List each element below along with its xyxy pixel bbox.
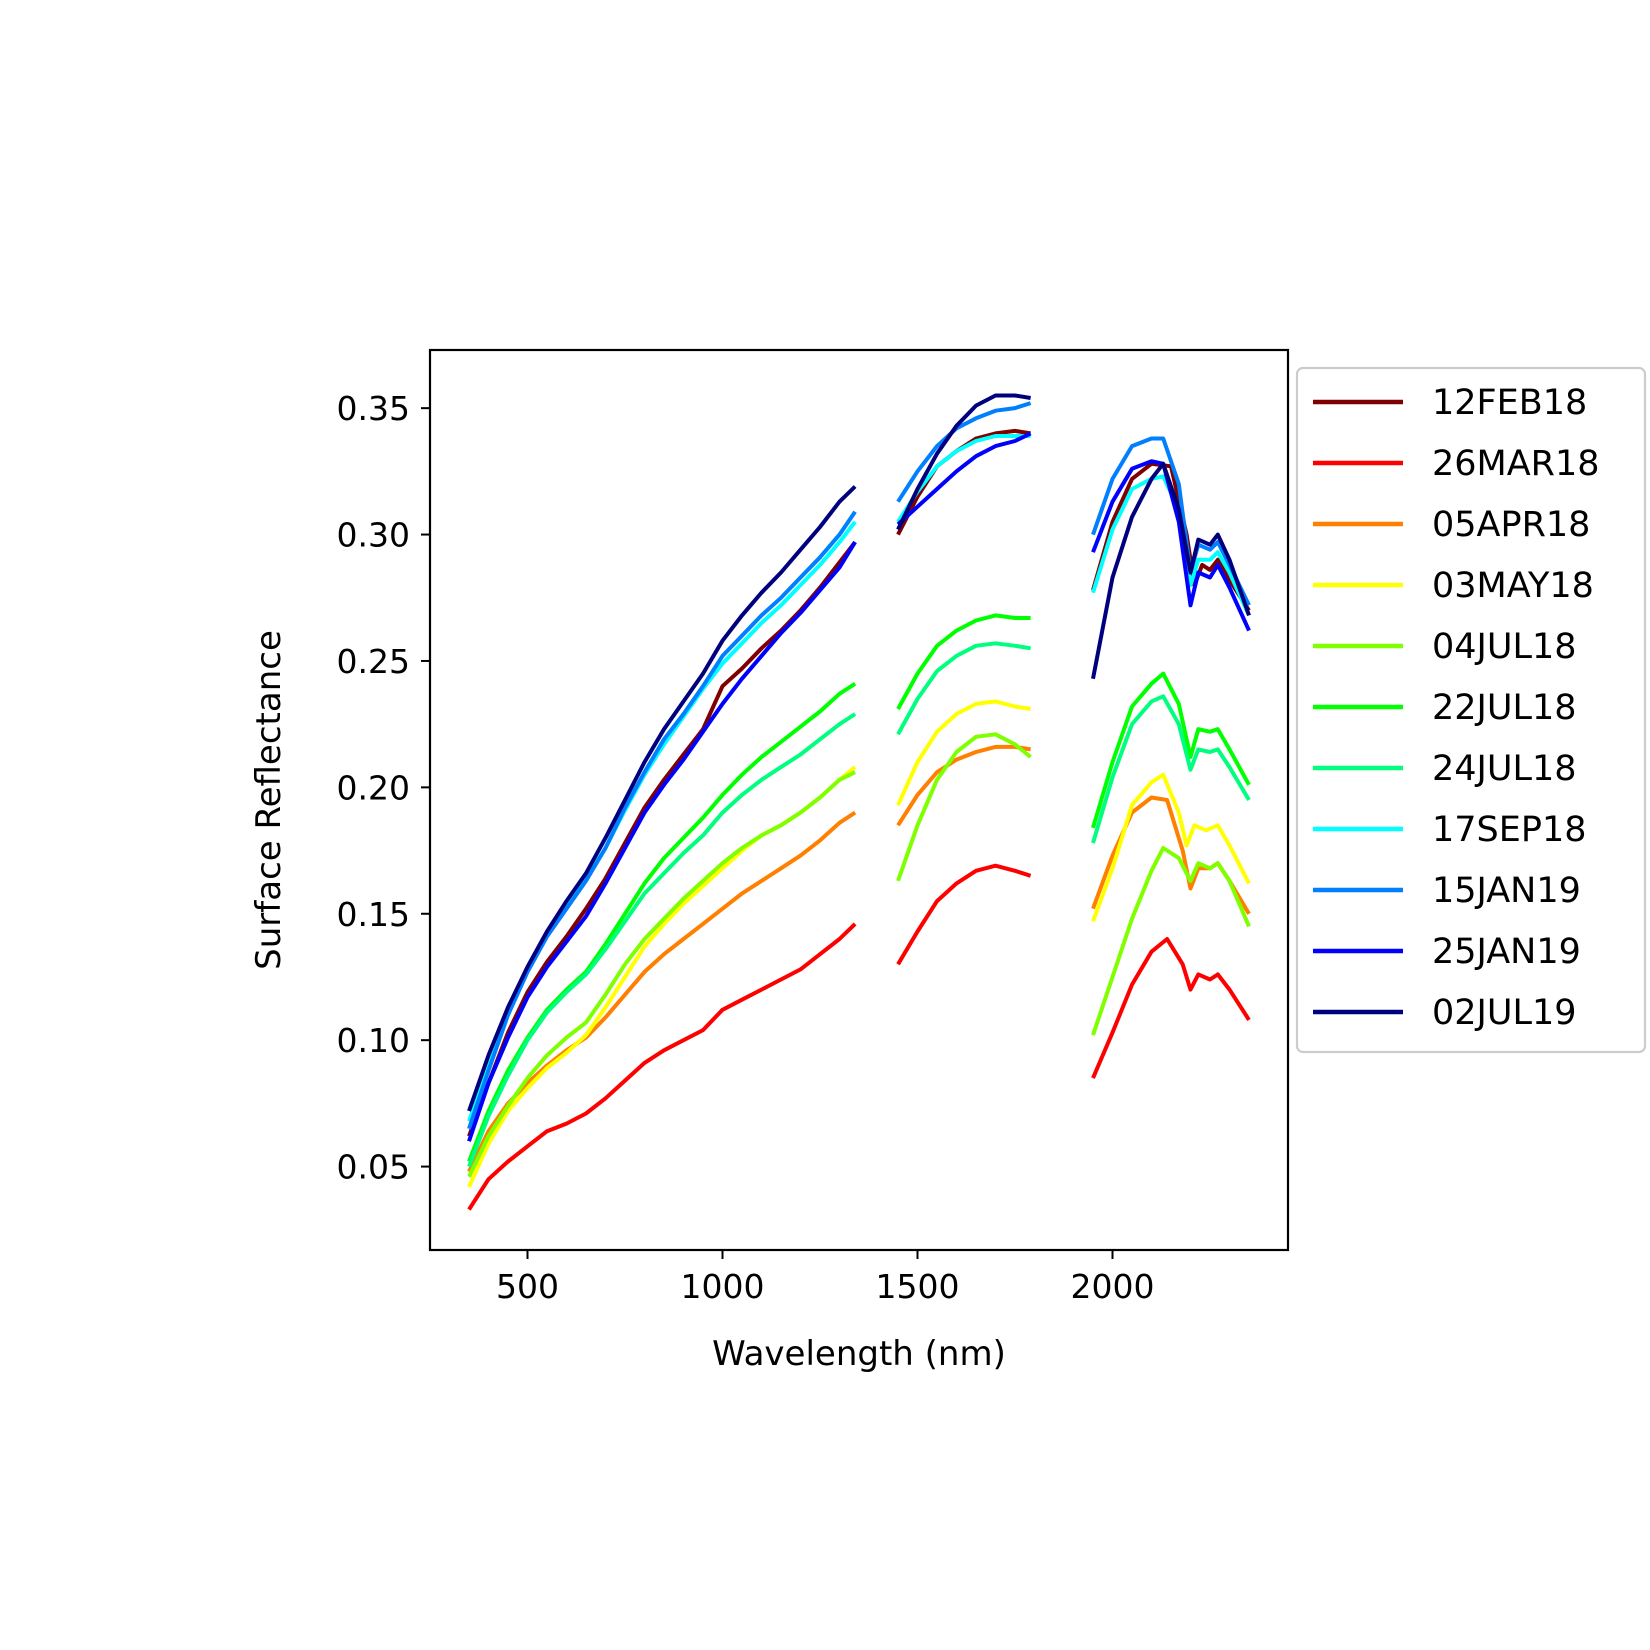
x-axis: 500 1000 1500 2000: [496, 1250, 1154, 1306]
series-line-26MAR18-part-2: [896, 863, 1032, 966]
legend-label: 05APR18: [1432, 505, 1590, 545]
series-line-15JAN19-part-1: [467, 510, 857, 1130]
series-line-03MAY18-part-3: [1091, 772, 1251, 922]
series-line-15JAN19-part-3: [1091, 436, 1251, 607]
y-tick-label: 0.25: [337, 642, 410, 681]
series-line-25JAN19-part-3: [1091, 459, 1251, 632]
series-line-04JUL18-part-1: [467, 770, 856, 1178]
series-line-24JUL18-part-2: [896, 641, 1031, 736]
series-04JUL18: [467, 732, 1251, 1178]
legend-item-17SEP18: 17SEP18: [1313, 810, 1587, 850]
x-tick-label: 500: [496, 1267, 559, 1306]
legend-item-04JUL18: 04JUL18: [1313, 627, 1577, 667]
legend-label: 22JUL18: [1432, 688, 1577, 728]
series-25JAN19: [467, 431, 1251, 1142]
legend-item-15JAN19: 15JAN19: [1313, 871, 1581, 911]
series-line-12FEB18-part-1: [467, 540, 857, 1137]
x-tick-label: 1500: [876, 1267, 960, 1306]
legend-item-22JUL18: 22JUL18: [1313, 688, 1577, 728]
series-15JAN19: [467, 401, 1251, 1130]
series-line-22JUL18-part-3: [1091, 671, 1251, 829]
legend-label: 03MAY18: [1432, 566, 1594, 606]
series-17SEP18: [467, 434, 1251, 1122]
y-tick-label: 0.30: [337, 516, 410, 555]
legend-box: [1295, 366, 1647, 1054]
series-line-24JUL18-part-3: [1091, 694, 1251, 844]
legend-label: 24JUL18: [1432, 749, 1577, 789]
series-line-04JUL18-part-2: [896, 732, 1032, 882]
series-line-05APR18-part-1: [467, 810, 857, 1173]
series-line-24JUL18-part-1: [467, 712, 857, 1168]
series-line-15JAN19-part-2: [896, 401, 1032, 503]
series-line-26MAR18-part-3: [1091, 937, 1251, 1079]
legend-item-05APR18: 05APR18: [1313, 505, 1590, 545]
legend-label: 02JUL19: [1432, 993, 1577, 1033]
legend-item-26MAR18: 26MAR18: [1313, 444, 1600, 484]
y-axis-title: Surface Reflectance: [249, 630, 289, 970]
y-tick-label: 0.35: [337, 389, 410, 428]
legend-item-12FEB18: 12FEB18: [1313, 383, 1587, 423]
plot-frame: [428, 348, 1290, 1252]
legend-item-02JUL19: 02JUL19: [1313, 993, 1577, 1033]
series-line-02JUL19-part-2: [896, 393, 1031, 531]
series-02JUL19: [467, 393, 1251, 1112]
series-line-02JUL19-part-1: [467, 485, 857, 1112]
x-axis-title: Wavelength (nm): [712, 1334, 1006, 1374]
plot-lines: [467, 393, 1251, 1211]
series-line-05APR18-part-2: [896, 744, 1031, 827]
series-line-22JUL18-part-2: [896, 613, 1031, 710]
legend-item-24JUL18: 24JUL18: [1313, 749, 1577, 789]
legend-label: 04JUL18: [1432, 627, 1577, 667]
series-line-03MAY18-part-2: [896, 699, 1031, 806]
legend-label: 17SEP18: [1432, 810, 1587, 850]
x-tick-label: 2000: [1071, 1267, 1155, 1306]
y-tick-label: 0.10: [337, 1021, 410, 1060]
series-22JUL18: [467, 613, 1251, 1163]
legend-item-03MAY18: 03MAY18: [1313, 566, 1594, 606]
series-24JUL18: [467, 641, 1251, 1168]
series-line-17SEP18-part-2: [896, 434, 1031, 523]
legend-label: 26MAR18: [1432, 444, 1600, 484]
y-axis: 0.05 0.10 0.15 0.20 0.25 0.30 0.35: [337, 389, 430, 1187]
series-line-25JAN19-part-1: [467, 541, 857, 1142]
y-tick-label: 0.15: [337, 895, 410, 934]
legend: 12FEB18 26MAR18 05APR18 03MAY18 04JUL18 22JUL…: [1295, 366, 1647, 1054]
legend-label: 25JAN19: [1432, 932, 1581, 972]
series-line-26MAR18-part-1: [467, 922, 857, 1211]
series-26MAR18: [467, 863, 1251, 1211]
series-line-25JAN19-part-2: [896, 431, 1032, 526]
x-tick-label: 1000: [681, 1267, 765, 1306]
series-line-04JUL18-part-3: [1091, 846, 1251, 1036]
legend-label: 15JAN19: [1432, 871, 1581, 911]
legend-label: 12FEB18: [1432, 383, 1587, 423]
y-tick-label: 0.05: [337, 1148, 410, 1187]
series-12FEB18: [467, 428, 1251, 1137]
series-line-02JUL19-part-3: [1091, 461, 1251, 680]
legend-item-25JAN19: 25JAN19: [1313, 932, 1581, 972]
y-tick-label: 0.20: [337, 768, 410, 807]
